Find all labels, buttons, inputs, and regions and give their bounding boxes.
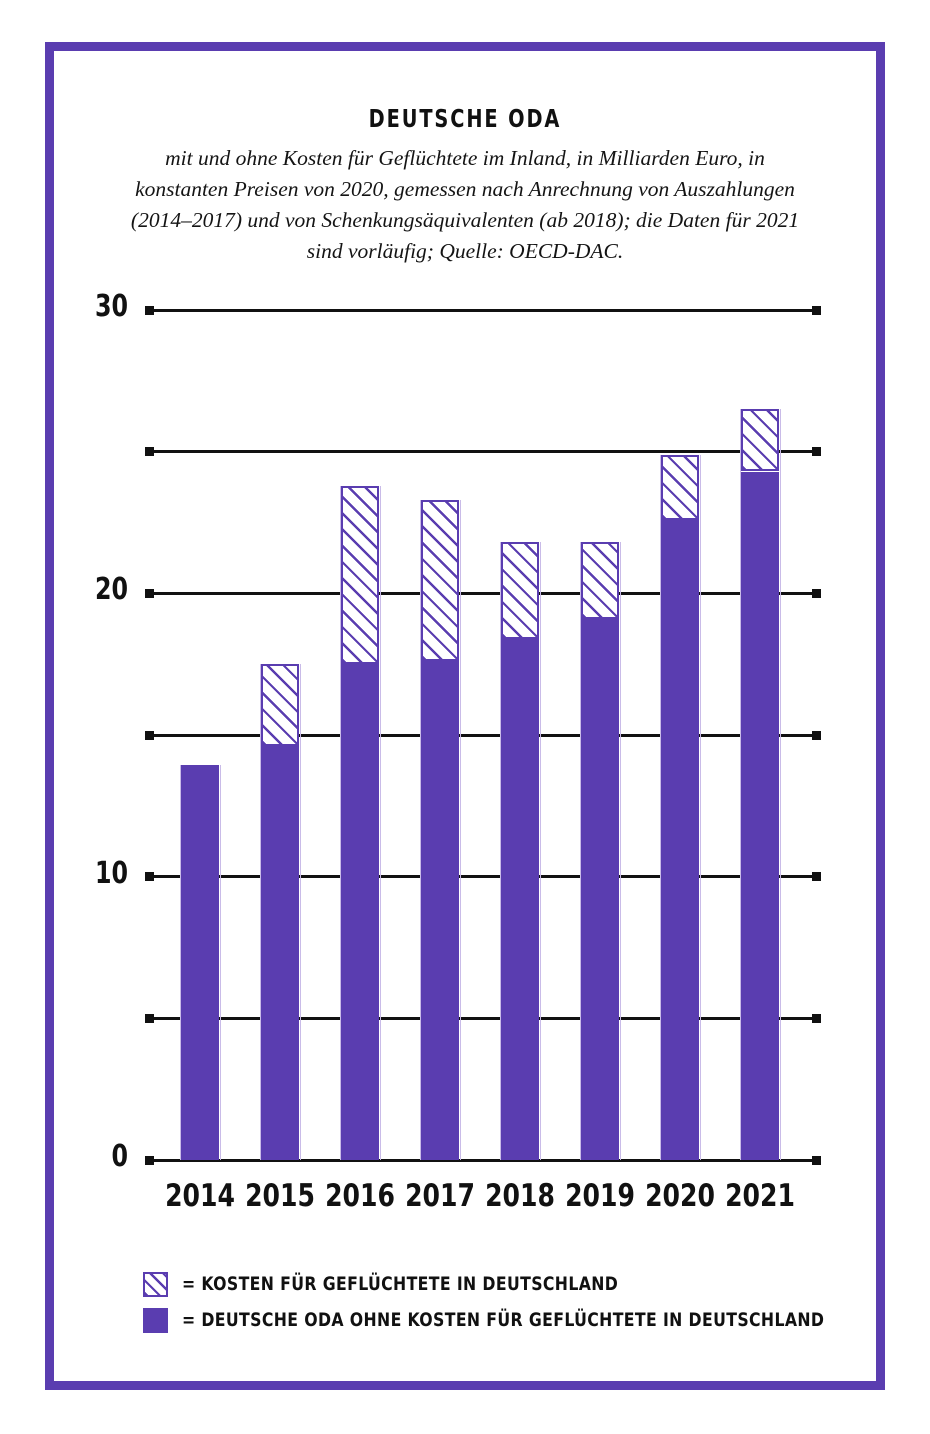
bar-segment-refugee-costs: [501, 542, 539, 639]
bar-segment-refugee-costs: [181, 764, 219, 769]
axis-tick-cap: [812, 1155, 821, 1165]
bar-segment-oda-excl-refugee-costs: [341, 664, 379, 1160]
axis-tick-cap: [145, 588, 154, 598]
bar-segment-refugee-costs: [581, 542, 619, 619]
axis-tick-cap: [145, 305, 154, 315]
gridline: [148, 733, 818, 737]
hatched-swatch-icon: [143, 1271, 168, 1297]
axis-tick-cap: [145, 447, 154, 457]
gridline: [148, 1158, 818, 1162]
legend-label: = KOSTEN FÜR GEFLÜCHTETE IN DEUTSCHLAND: [182, 1273, 619, 1295]
bar-segment-oda-excl-refugee-costs: [661, 519, 699, 1160]
gridline: [148, 308, 818, 312]
axis-tick-cap: [812, 305, 821, 315]
bar-segment-refugee-costs: [661, 454, 699, 520]
x-axis-label: 2015: [245, 1178, 315, 1214]
gridline: [148, 1016, 818, 1020]
x-axis-label: 2018: [485, 1178, 555, 1214]
x-axis-label: 2021: [725, 1178, 795, 1214]
axis-tick-cap: [145, 730, 154, 740]
bar-segment-oda-excl-refugee-costs: [261, 746, 299, 1160]
axis-tick-cap: [812, 447, 821, 457]
gridline: [148, 591, 818, 595]
y-axis-label: 20: [94, 572, 128, 608]
gridline: [148, 875, 818, 879]
axis-tick-cap: [812, 872, 821, 882]
bar-segment-oda-excl-refugee-costs: [181, 769, 219, 1160]
x-axis-label: 2017: [405, 1178, 475, 1214]
x-axis-label: 2019: [565, 1178, 635, 1214]
bar-segment-oda-excl-refugee-costs: [421, 661, 459, 1160]
axis-tick-cap: [812, 588, 821, 598]
axis-tick-cap: [145, 1013, 154, 1023]
bar-segment-oda-excl-refugee-costs: [741, 471, 779, 1160]
bar-segment-refugee-costs: [741, 409, 779, 472]
bar-segment-refugee-costs: [421, 499, 459, 662]
x-axis-label: 2014: [165, 1178, 235, 1214]
bar-segment-oda-excl-refugee-costs: [581, 618, 619, 1160]
gridline: [148, 450, 818, 454]
page-subtitle: mit und ohne Kosten für Geflüchtete im I…: [130, 146, 800, 263]
x-axis-label: 2016: [325, 1178, 395, 1214]
legend-item: = KOSTEN FÜR GEFLÜCHTETE IN DEUTSCHLAND: [143, 1266, 823, 1302]
axis-tick-cap: [812, 730, 821, 740]
legend-item: = DEUTSCHE ODA OHNE KOSTEN FÜR GEFLÜCHTE…: [143, 1302, 825, 1338]
axis-tick-cap: [812, 1013, 821, 1023]
legend-label: = DEUTSCHE ODA OHNE KOSTEN FÜR GEFLÜCHTE…: [182, 1309, 825, 1331]
chart-legend: = KOSTEN FÜR GEFLÜCHTETE IN DEUTSCHLAND …: [143, 1266, 825, 1338]
y-axis-label: 0: [111, 1139, 128, 1174]
y-axis-label: 10: [94, 855, 128, 891]
solid-swatch-icon: [143, 1307, 168, 1333]
bar-segment-refugee-costs: [341, 485, 379, 665]
page-title: DEUTSCHE ODA: [368, 104, 562, 133]
bar-segment-refugee-costs: [261, 664, 299, 747]
axis-tick-cap: [145, 872, 154, 882]
bar-segment-oda-excl-refugee-costs: [501, 638, 539, 1160]
axis-tick-cap: [145, 1155, 154, 1165]
y-axis-label: 30: [94, 289, 128, 324]
x-axis-label: 2020: [645, 1178, 715, 1214]
